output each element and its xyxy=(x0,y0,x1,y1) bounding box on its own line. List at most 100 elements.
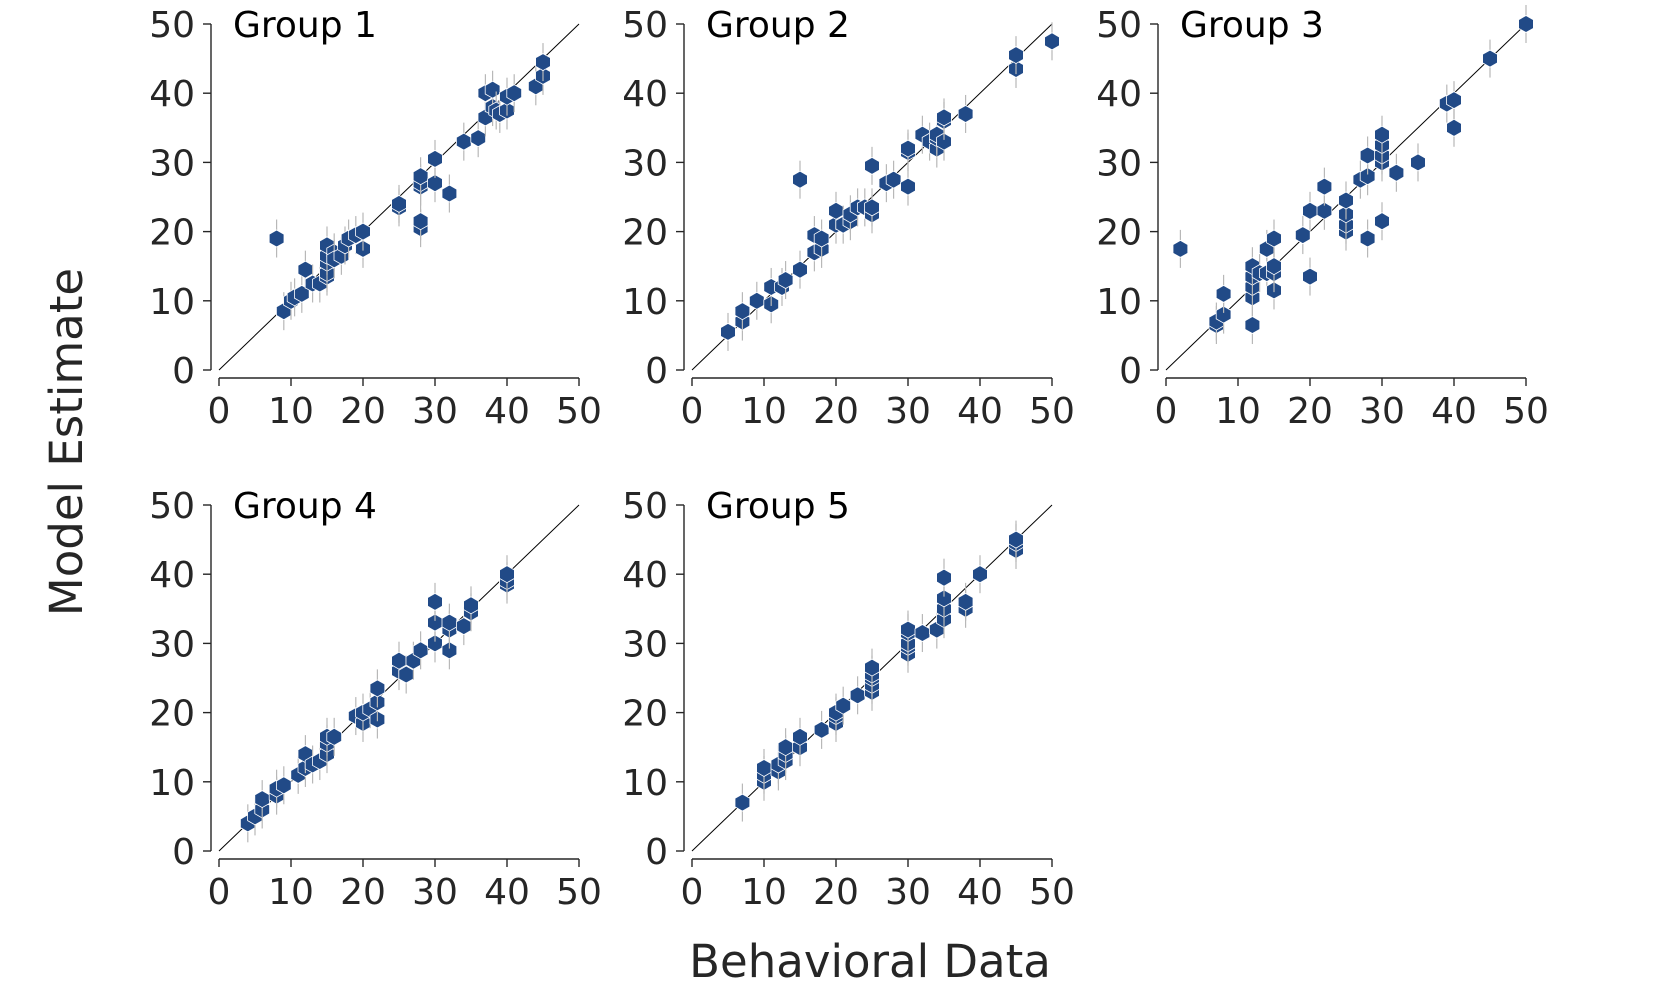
x-tick-label: 10 xyxy=(268,391,314,432)
data-point xyxy=(427,149,443,168)
data-point xyxy=(1266,229,1282,248)
y-tick-label: 20 xyxy=(1096,213,1142,254)
x-tick-label: 30 xyxy=(885,391,931,432)
y-tick-label: 10 xyxy=(1096,282,1142,323)
data-point xyxy=(412,641,429,660)
y-tick-label: 30 xyxy=(149,143,195,184)
y-tick-label: 20 xyxy=(149,213,195,254)
x-tick-label: 10 xyxy=(268,872,314,913)
panel-4: 0 10 20 30 40 50 0 10 20 30 40 50 Group 4 xyxy=(149,486,602,913)
x-tick-label: 40 xyxy=(957,391,1003,432)
data-point xyxy=(254,790,271,809)
y-tick-label: 40 xyxy=(1096,74,1142,115)
data-point xyxy=(1008,530,1024,549)
data-point xyxy=(1359,229,1376,248)
data-point xyxy=(441,184,458,203)
y-tick-label: 30 xyxy=(622,624,668,665)
data-point xyxy=(427,592,443,611)
data-point xyxy=(849,686,866,705)
data-point xyxy=(1388,163,1405,182)
y-tick-label: 0 xyxy=(1119,351,1142,392)
data-point xyxy=(1446,118,1462,137)
data-point xyxy=(900,620,916,639)
data-point xyxy=(455,617,472,636)
data-point xyxy=(756,759,772,777)
data-point xyxy=(813,720,830,739)
y-tick-label: 10 xyxy=(149,763,195,804)
data-point xyxy=(427,174,443,193)
x-tick-label: 30 xyxy=(1359,391,1405,432)
x-tick-label: 50 xyxy=(1029,391,1075,432)
data-point xyxy=(1359,167,1376,186)
panel-3: 0 10 20 30 40 50 0 10 20 30 40 50 Group 3 xyxy=(1096,5,1549,432)
data-point xyxy=(864,198,880,217)
x-tick-label: 40 xyxy=(1431,391,1477,432)
panel-1: 0 10 20 30 40 50 0 10 20 30 40 50 Group 1 xyxy=(149,5,602,432)
data-point xyxy=(914,624,931,642)
data-point xyxy=(1302,201,1318,220)
data-point xyxy=(391,194,407,213)
data-point xyxy=(499,565,515,584)
x-tick-label: 20 xyxy=(340,391,386,432)
data-point xyxy=(463,596,479,615)
data-point xyxy=(1482,49,1498,68)
data-point xyxy=(835,696,851,715)
x-tick-label: 0 xyxy=(208,391,231,432)
y-tick-label: 40 xyxy=(622,74,668,115)
data-point xyxy=(734,302,751,321)
data-point xyxy=(777,738,794,757)
x-tick-label: 50 xyxy=(1503,391,1549,432)
y-tick-label: 40 xyxy=(149,74,195,115)
x-axis-title: Behavioral Data xyxy=(689,935,1051,988)
data-point xyxy=(369,679,386,698)
data-point xyxy=(828,201,844,220)
y-tick-label: 50 xyxy=(622,486,668,527)
data-point xyxy=(864,658,880,677)
data-point xyxy=(1008,46,1024,65)
x-tick-label: 30 xyxy=(412,391,458,432)
data-point xyxy=(1244,316,1261,334)
data-point xyxy=(1266,257,1282,276)
data-point xyxy=(734,793,751,812)
data-point xyxy=(441,613,458,632)
data-point xyxy=(1338,191,1354,210)
x-tick-label: 10 xyxy=(741,391,787,432)
x-tick-label: 40 xyxy=(957,872,1003,913)
data-point xyxy=(1215,284,1232,303)
y-tick-label: 0 xyxy=(172,351,195,392)
data-point xyxy=(972,565,988,584)
data-point xyxy=(813,229,830,248)
y-tick-label: 30 xyxy=(622,143,668,184)
data-point xyxy=(1518,15,1534,33)
data-point xyxy=(1446,91,1462,110)
y-tick-label: 50 xyxy=(622,5,668,46)
data-point xyxy=(792,727,808,746)
data-point xyxy=(936,589,952,608)
x-tick-label: 40 xyxy=(484,872,530,913)
data-point xyxy=(936,568,952,587)
data-point xyxy=(484,80,501,99)
x-tick-label: 40 xyxy=(484,391,530,432)
data-point xyxy=(297,260,314,279)
x-tick-label: 0 xyxy=(208,872,231,913)
y-tick-label: 10 xyxy=(622,282,668,323)
data-point xyxy=(275,776,292,795)
x-tick-label: 20 xyxy=(813,872,859,913)
x-tick-label: 50 xyxy=(1029,872,1075,913)
y-tick-label: 20 xyxy=(622,694,668,735)
data-point xyxy=(864,156,880,175)
panel-title: Group 4 xyxy=(233,486,377,527)
data-point xyxy=(1359,146,1376,165)
x-tick-label: 20 xyxy=(340,872,386,913)
data-point xyxy=(957,592,974,611)
x-tick-label: 0 xyxy=(681,391,704,432)
data-point xyxy=(720,322,736,341)
data-point xyxy=(412,212,429,231)
panels: 0 10 20 30 40 50 0 10 20 30 40 50 Group 1 0 10 20 30 40 50… xyxy=(149,5,1549,913)
data-point xyxy=(1302,267,1318,286)
y-tick-label: 10 xyxy=(622,763,668,804)
y-tick-label: 30 xyxy=(1096,143,1142,184)
data-point xyxy=(506,84,522,103)
data-point xyxy=(1410,153,1426,172)
